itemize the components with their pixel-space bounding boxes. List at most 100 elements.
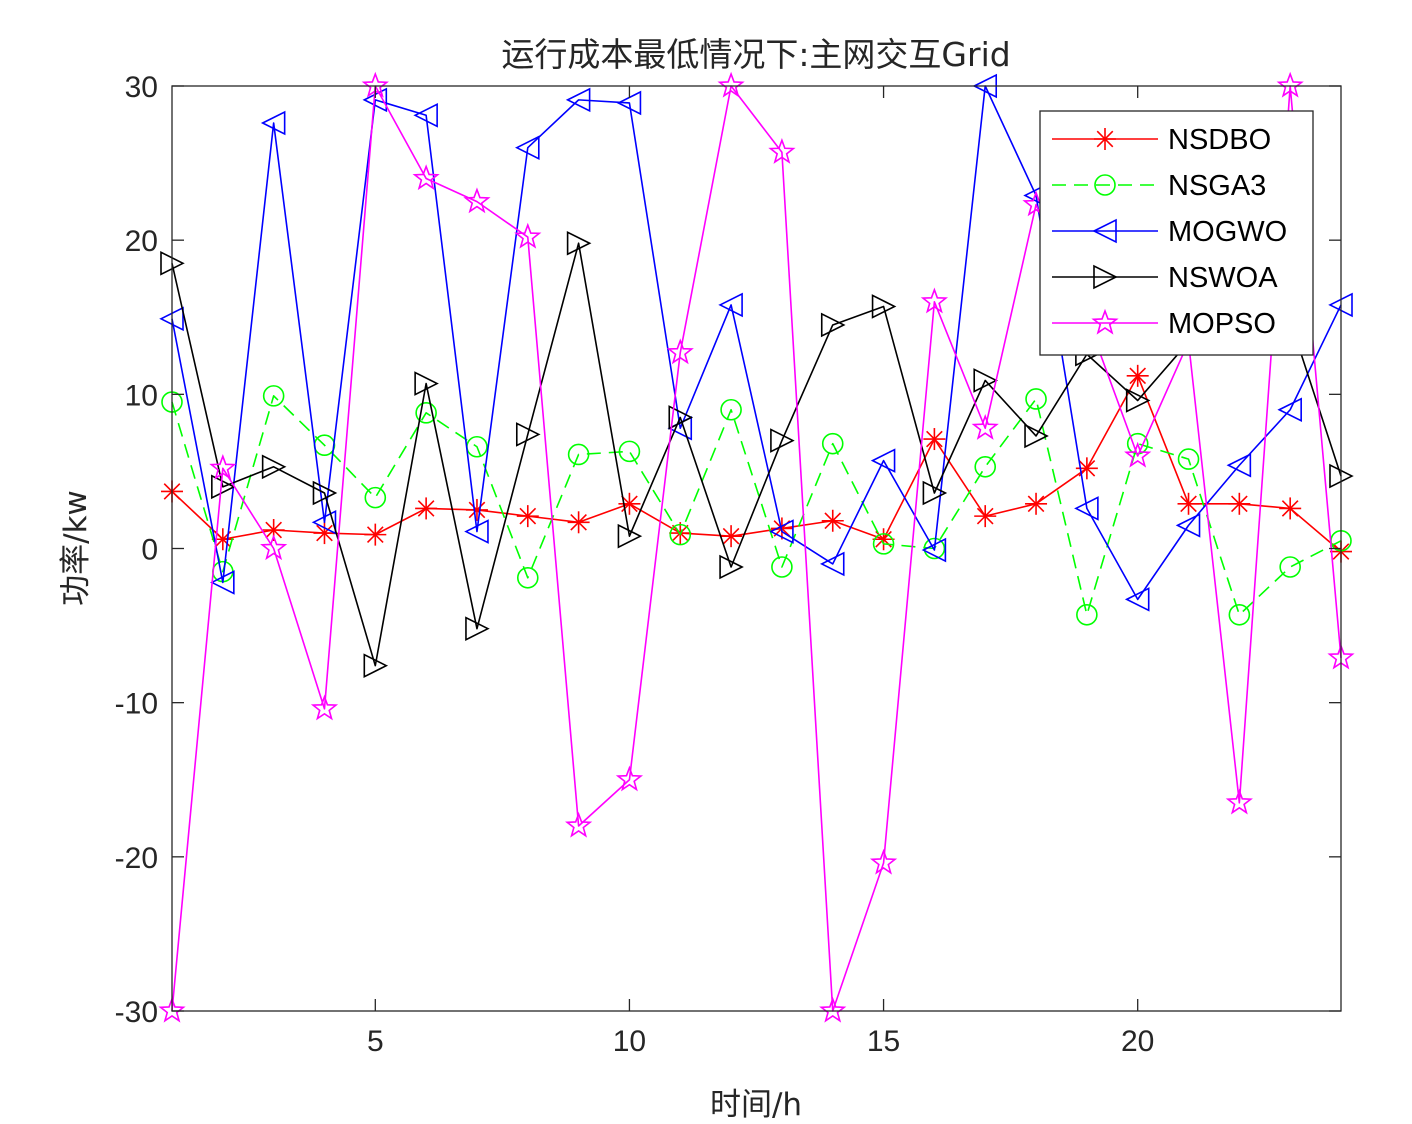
point-mopso-15 (869, 848, 898, 875)
point-nswoa-11 (668, 405, 694, 430)
point-nsdbo-4 (313, 522, 336, 545)
legend-box (1039, 110, 1314, 356)
point-nsdbo-17 (974, 505, 997, 528)
legend-item-mogwo: MOGWO (1052, 216, 1287, 248)
point-nsga3-14 (821, 432, 844, 455)
point-nsga3-23 (1279, 556, 1301, 578)
legend-label-nsdbo: NSDBO (1168, 124, 1271, 156)
point-mopso-23 (1276, 71, 1304, 98)
point-nsga3-10 (618, 440, 641, 463)
chart-title: 运行成本最低情况下:主网交互Grid (501, 35, 1010, 74)
point-mogwo-4 (311, 509, 337, 535)
point-nsdbo-5 (364, 523, 387, 546)
point-mopso-4 (310, 694, 339, 721)
point-mopso-6 (412, 164, 440, 191)
point-mopso-14 (819, 996, 847, 1023)
point-nsga3-5 (364, 486, 387, 509)
point-nsga3-16 (923, 537, 946, 560)
point-nswoa-20 (1125, 388, 1151, 413)
point-nsga3-13 (771, 556, 793, 578)
point-nsga3-6 (415, 402, 437, 424)
point-nsga3-17 (974, 455, 997, 478)
point-nsga3-21 (1177, 448, 1200, 470)
point-mopso-2 (209, 454, 237, 480)
point-nsga3-19 (1076, 603, 1098, 626)
point-nswoa-5 (363, 653, 389, 678)
series-nswoa (160, 230, 1354, 678)
point-mogwo-9 (565, 87, 591, 113)
point-mopso-11 (666, 338, 694, 365)
series-nsdbo (161, 364, 1352, 563)
point-mogwo-12 (718, 292, 743, 318)
y-tick-label: 20 (125, 225, 158, 258)
point-nsga3-15 (872, 533, 895, 555)
point-mopso-7 (463, 187, 491, 214)
point-nsdbo-8 (516, 505, 539, 528)
legend-item-nsga3: NSGA3 (1052, 170, 1266, 202)
point-nswoa-7 (465, 616, 490, 641)
point-nsga3-18 (1025, 388, 1047, 410)
point-mogwo-7 (464, 519, 489, 544)
point-mogwo-20 (1124, 587, 1150, 612)
point-nswoa-9 (566, 230, 592, 256)
x-tick-label: 15 (867, 1025, 900, 1058)
y-tick-label: -20 (115, 842, 158, 875)
legend-label-nsga3: NSGA3 (1168, 170, 1266, 202)
point-mogwo-19 (1074, 496, 1099, 521)
point-nswoa-10 (617, 523, 643, 549)
legend-marker-mopso (1091, 308, 1119, 335)
point-nswoa-12 (719, 554, 744, 580)
point-mogwo-8 (514, 135, 540, 160)
point-mogwo-23 (1277, 397, 1302, 423)
point-mopso-8 (514, 222, 542, 249)
x-axis-label: 时间/h (710, 1087, 802, 1123)
point-nsga3-8 (516, 566, 539, 589)
series-line-mopso (171, 85, 1342, 1012)
legend-item-nswoa: NSWOA (1052, 262, 1278, 294)
point-nsga3-22 (1228, 603, 1251, 626)
legend-label-mogwo: MOGWO (1168, 216, 1287, 248)
legend-marker-mogwo (1092, 218, 1117, 244)
x-tick-label: 5 (367, 1025, 384, 1058)
point-nswoa-4 (312, 480, 338, 506)
series-line-nswoa (171, 242, 1342, 667)
point-mopso-20 (1124, 441, 1152, 468)
point-nsdbo-15 (872, 528, 895, 551)
point-nswoa-16 (922, 480, 948, 506)
point-nsga3-12 (720, 398, 742, 421)
point-nsdbo-7 (465, 498, 488, 521)
series-nsga3 (161, 385, 1352, 626)
point-nsdbo-20 (1126, 364, 1149, 387)
point-mogwo-3 (260, 110, 286, 136)
legend-item-mopso: MOPSO (1052, 308, 1276, 340)
point-mopso-12 (717, 71, 745, 98)
point-mopso-10 (615, 765, 644, 792)
y-axis-label: 功率/kw (58, 490, 94, 606)
point-nsdbo-21 (1177, 492, 1200, 515)
point-nsga3-11 (669, 523, 692, 546)
point-nswoa-2 (211, 474, 236, 500)
legend-label-nswoa: NSWOA (1168, 262, 1278, 294)
point-mopso-16 (920, 287, 948, 314)
point-nsga3-3 (262, 385, 285, 407)
x-tick-label: 20 (1121, 1025, 1154, 1058)
y-tick-label: -30 (115, 996, 158, 1029)
y-tick-label: 30 (125, 71, 158, 104)
legend-marker-nswoa (1093, 264, 1118, 290)
series-line-nsga3 (171, 395, 1342, 616)
tick-label-layer: 5 10 15 20 -30 -20 -10 0 10 20 30 (115, 71, 1155, 1058)
legend-marker-nsdbo (1094, 128, 1116, 150)
point-nsdbo-9 (567, 511, 590, 534)
point-nswoa-8 (515, 422, 541, 447)
point-nsdbo-18 (1025, 492, 1048, 515)
point-mopso-1 (158, 996, 186, 1023)
point-mogwo-21 (1175, 513, 1201, 538)
legend: NSDBO NSGA3 MOGWO NSWOA MOPSO (1039, 110, 1314, 356)
y-tick-label: 0 (141, 534, 158, 567)
point-mopso-17 (971, 413, 999, 440)
point-nswoa-18 (1024, 423, 1049, 449)
point-mopso-13 (768, 137, 796, 164)
point-mopso-3 (260, 534, 288, 561)
point-mogwo-13 (769, 519, 794, 544)
